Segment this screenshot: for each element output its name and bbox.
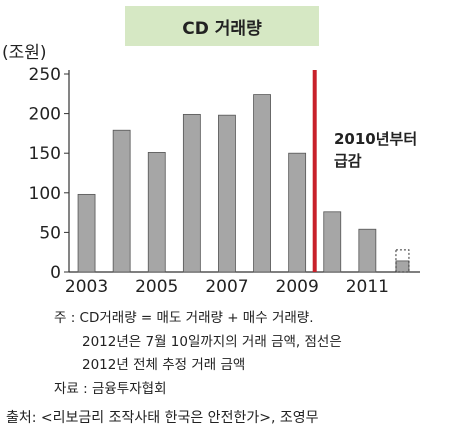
bar-2004 — [112, 129, 131, 273]
data-source-line: 자료 : 금융투자협회 — [54, 381, 167, 397]
bar-estimate-2012 — [395, 249, 410, 273]
note-line-3: 2012년 전체 추정 거래 금액 — [82, 357, 246, 373]
chart-title: CD 거래량 — [182, 18, 262, 39]
x-tick-label-2009: 2009 — [276, 277, 319, 297]
bar-2009 — [288, 152, 307, 273]
note-line-2: 2012년은 7월 10일까지의 거래 금액, 점선은 — [82, 334, 342, 350]
chart-title-box: CD 거래량 — [125, 6, 319, 46]
y-axis-label: (조원) — [2, 43, 47, 63]
bar-chart: (조원) 0 50 100 150 200 250 2003 2005 2007 2009 2011 2… — [2, 43, 420, 297]
note-line-1: 주 : CD거래량 = 매도 거래량 + 매수 거래량. — [54, 310, 314, 326]
annotation-line-1: 2010년부터 — [334, 130, 417, 148]
x-tick-label-2011: 2011 — [346, 277, 389, 297]
bar-2011 — [358, 228, 377, 273]
bar-2005 — [147, 152, 166, 273]
bar-2007 — [218, 114, 236, 273]
y-tick-label-200: 200 — [29, 105, 61, 125]
y-tick-label-50: 50 — [39, 223, 61, 243]
y-tick-label-0: 0 — [50, 263, 61, 283]
bar-2010 — [323, 211, 342, 273]
bar-2003 — [77, 193, 96, 273]
y-tick-label-250: 250 — [29, 65, 61, 85]
y-tick-label-100: 100 — [29, 184, 61, 204]
bar-2012 — [395, 260, 410, 273]
annotation-line-2: 급감 — [334, 152, 362, 170]
x-tick-label-2007: 2007 — [205, 277, 248, 297]
y-tick-label-150: 150 — [29, 144, 61, 164]
x-tick-label-2003: 2003 — [65, 277, 108, 297]
x-tick-label-2005: 2005 — [135, 277, 178, 297]
bar-2006 — [182, 113, 201, 273]
citation: 출처: <리보금리 조작사태 한국은 안전한가>, 조영무 — [6, 410, 319, 426]
bar-2008 — [253, 94, 271, 273]
